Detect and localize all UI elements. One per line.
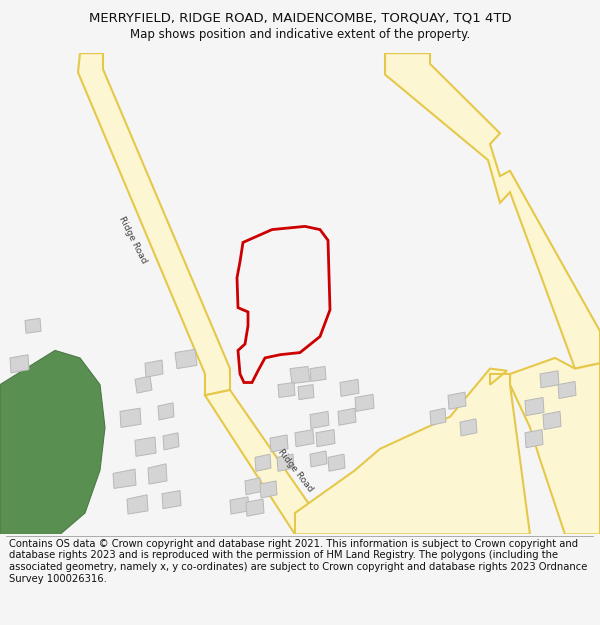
Polygon shape (175, 349, 197, 369)
Polygon shape (277, 454, 294, 471)
Polygon shape (255, 454, 271, 471)
Text: Contains OS data © Crown copyright and database right 2021. This information is : Contains OS data © Crown copyright and d… (9, 539, 587, 584)
Text: MERRYFIELD, RIDGE ROAD, MAIDENCOMBE, TORQUAY, TQ1 4TD: MERRYFIELD, RIDGE ROAD, MAIDENCOMBE, TOR… (89, 12, 511, 24)
Polygon shape (385, 53, 600, 369)
Polygon shape (298, 384, 314, 399)
Polygon shape (10, 355, 29, 373)
Polygon shape (0, 351, 105, 534)
Polygon shape (270, 435, 288, 452)
Polygon shape (295, 369, 530, 534)
Polygon shape (355, 394, 374, 411)
Polygon shape (162, 491, 181, 509)
Polygon shape (525, 429, 543, 448)
Text: Ridge Road: Ridge Road (118, 215, 149, 265)
Polygon shape (246, 499, 264, 516)
Polygon shape (260, 481, 277, 498)
Polygon shape (127, 495, 148, 514)
Polygon shape (135, 437, 156, 456)
Polygon shape (158, 403, 174, 420)
Polygon shape (510, 358, 600, 534)
Text: Ridge Road: Ridge Road (275, 447, 314, 493)
Polygon shape (278, 382, 295, 398)
Polygon shape (290, 366, 310, 384)
Polygon shape (230, 497, 249, 514)
Polygon shape (113, 469, 136, 488)
Polygon shape (145, 360, 163, 377)
Text: Map shows position and indicative extent of the property.: Map shows position and indicative extent… (130, 28, 470, 41)
Polygon shape (543, 411, 561, 429)
Polygon shape (205, 390, 330, 534)
Polygon shape (135, 376, 152, 393)
Polygon shape (340, 379, 359, 396)
Polygon shape (525, 398, 544, 416)
Polygon shape (310, 411, 329, 429)
Polygon shape (310, 451, 327, 467)
Polygon shape (295, 429, 314, 447)
Polygon shape (338, 408, 356, 425)
Polygon shape (328, 454, 345, 471)
Polygon shape (148, 464, 167, 484)
Polygon shape (78, 53, 230, 396)
Polygon shape (120, 408, 141, 428)
Polygon shape (430, 408, 446, 425)
Polygon shape (558, 381, 576, 399)
Polygon shape (245, 478, 261, 495)
Polygon shape (460, 419, 477, 436)
Polygon shape (316, 429, 335, 447)
Polygon shape (540, 371, 559, 388)
Polygon shape (25, 318, 41, 333)
Polygon shape (448, 392, 466, 409)
Polygon shape (163, 432, 179, 450)
Polygon shape (310, 366, 326, 381)
